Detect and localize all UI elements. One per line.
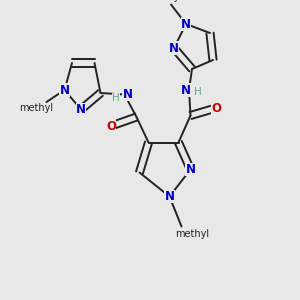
Text: methyl: methyl (148, 0, 182, 2)
Text: N: N (76, 103, 86, 116)
Text: methyl: methyl (175, 229, 209, 239)
Text: H: H (194, 87, 201, 98)
Text: O: O (106, 119, 116, 133)
Text: N: N (180, 83, 190, 97)
Text: N: N (122, 88, 133, 101)
Text: methyl: methyl (19, 103, 53, 113)
Text: H: H (112, 93, 120, 103)
Text: N: N (181, 17, 191, 31)
Text: N: N (185, 163, 196, 176)
Text: N: N (59, 83, 70, 97)
Text: N: N (169, 41, 179, 55)
Text: O: O (211, 101, 221, 115)
Text: N: N (164, 190, 175, 203)
